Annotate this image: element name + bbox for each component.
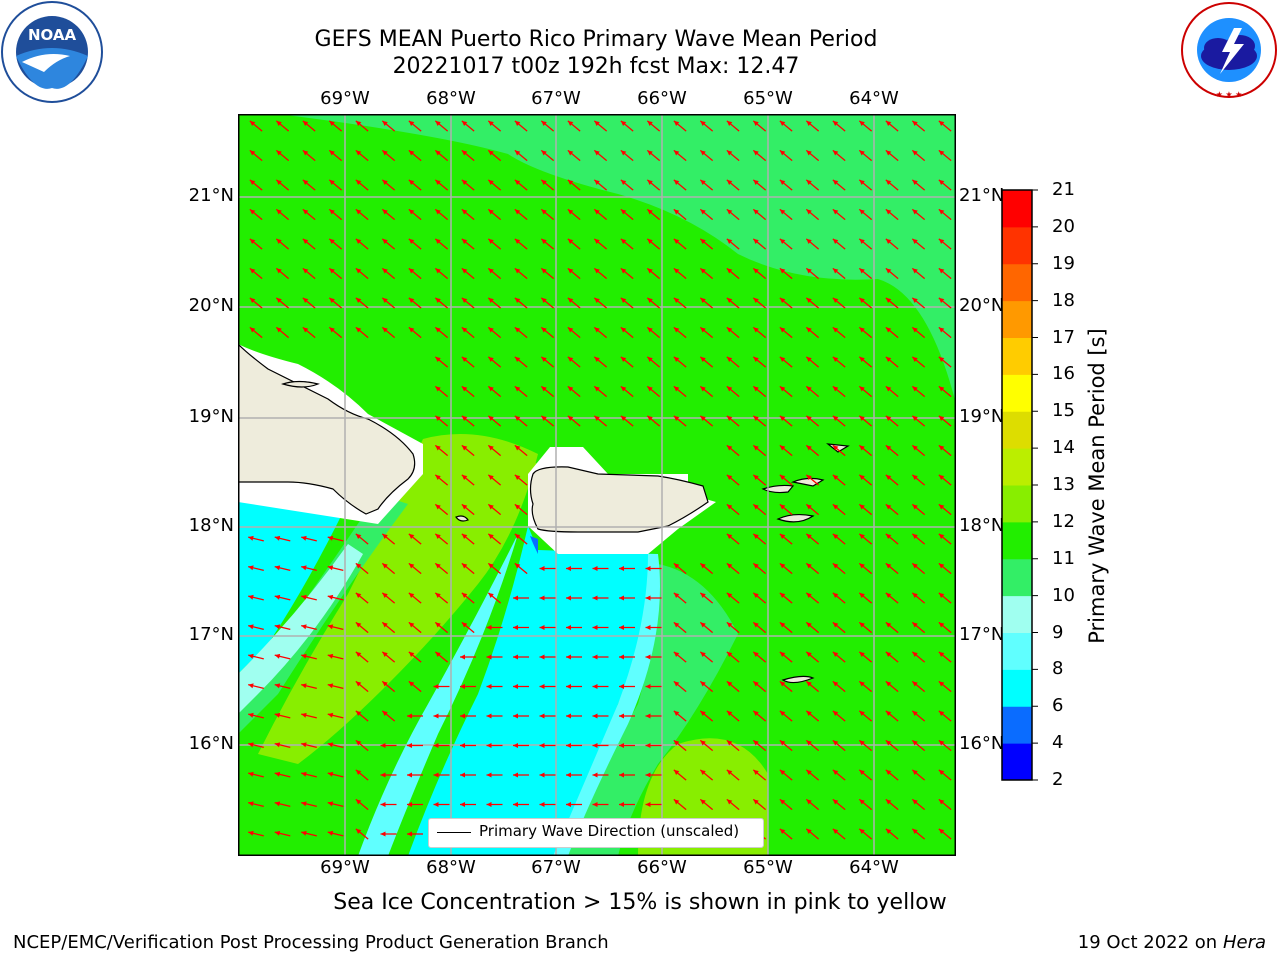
colorbar-tick-15: 20 bbox=[1052, 215, 1075, 237]
colorbar-segment-8 bbox=[1002, 448, 1032, 486]
colorbar-tick-11: 16 bbox=[1052, 363, 1075, 385]
lat-tick-right-5: 16°N bbox=[959, 733, 1005, 754]
legend-label: Primary Wave Direction (unscaled) bbox=[479, 822, 740, 840]
footer-date: 19 Oct 2022 on Hera bbox=[1078, 932, 1266, 953]
lon-tick-top-0: 69°W bbox=[320, 88, 370, 109]
lon-tick-bottom-5: 64°W bbox=[849, 857, 899, 878]
chart-title: GEFS MEAN Puerto Rico Primary Wave Mean … bbox=[314, 27, 878, 52]
colorbar-tick-7: 12 bbox=[1052, 510, 1075, 532]
lat-tick-left-4: 17°N bbox=[188, 624, 234, 645]
colorbar-segment-1 bbox=[1002, 706, 1032, 744]
lat-tick-left-5: 16°N bbox=[188, 733, 234, 754]
colorbar bbox=[1001, 189, 1038, 781]
colorbar-segment-11 bbox=[1002, 337, 1032, 375]
lat-tick-right-2: 19°N bbox=[959, 406, 1005, 427]
colorbar-segment-0 bbox=[1002, 743, 1032, 781]
colorbar-tick-0: 2 bbox=[1052, 769, 1064, 790]
lat-tick-right-0: 21°N bbox=[959, 185, 1005, 206]
nws-logo: ★ ★ ★ bbox=[1181, 2, 1277, 99]
lon-tick-top-2: 67°W bbox=[531, 88, 581, 109]
colorbar-segment-13 bbox=[1002, 263, 1032, 302]
colorbar-tick-13: 18 bbox=[1052, 289, 1075, 311]
lat-tick-left-1: 20°N bbox=[188, 295, 234, 316]
lat-tick-right-1: 20°N bbox=[959, 295, 1005, 316]
colorbar-tick-3: 8 bbox=[1052, 658, 1064, 680]
lon-tick-top-1: 68°W bbox=[426, 88, 476, 109]
colorbar-tick-16: 21 bbox=[1052, 179, 1075, 200]
lon-tick-bottom-1: 68°W bbox=[426, 857, 476, 878]
colorbar-tick-4: 9 bbox=[1052, 621, 1064, 643]
graticule bbox=[238, 114, 956, 856]
footer-host: Hera bbox=[1222, 932, 1266, 953]
colorbar-segment-9 bbox=[1002, 411, 1032, 449]
lat-tick-left-3: 18°N bbox=[188, 515, 234, 536]
colorbar-tick-14: 19 bbox=[1052, 252, 1075, 274]
colorbar-tick-6: 11 bbox=[1052, 547, 1075, 569]
lon-tick-top-4: 65°W bbox=[743, 88, 793, 109]
colorbar-tick-1: 4 bbox=[1052, 732, 1064, 754]
footer-branch: NCEP/EMC/Verification Post Processing Pr… bbox=[13, 932, 609, 953]
legend-line-swatch bbox=[437, 832, 471, 833]
lon-tick-top-5: 64°W bbox=[849, 88, 899, 109]
colorbar-segment-7 bbox=[1002, 485, 1032, 523]
colorbar-tick-5: 10 bbox=[1052, 584, 1075, 606]
colorbar-segment-6 bbox=[1002, 521, 1032, 560]
colorbar-tick-12: 17 bbox=[1052, 326, 1075, 348]
lat-tick-left-2: 19°N bbox=[188, 406, 234, 427]
colorbar-tick-10: 15 bbox=[1052, 400, 1075, 422]
sea-ice-note: Sea Ice Concentration > 15% is shown in … bbox=[333, 890, 947, 915]
lon-tick-bottom-0: 69°W bbox=[320, 857, 370, 878]
colorbar-segment-5 bbox=[1002, 558, 1032, 597]
lon-tick-bottom-3: 66°W bbox=[637, 857, 687, 878]
colorbar-tick-9: 14 bbox=[1052, 437, 1075, 459]
svg-text:★ ★ ★: ★ ★ ★ bbox=[1216, 90, 1243, 99]
lon-tick-bottom-4: 65°W bbox=[743, 857, 793, 878]
lat-tick-right-4: 17°N bbox=[959, 624, 1005, 645]
colorbar-label: Primary Wave Mean Period [s] bbox=[1085, 328, 1109, 644]
colorbar-segment-14 bbox=[1002, 226, 1032, 265]
chart-subtitle: 20221017 t00z 192h fcst Max: 12.47 bbox=[392, 54, 800, 79]
colorbar-segment-10 bbox=[1002, 374, 1032, 412]
colorbar-segment-12 bbox=[1002, 300, 1032, 338]
legend-box: Primary Wave Direction (unscaled) bbox=[428, 818, 764, 848]
colorbar-segment-4 bbox=[1002, 595, 1032, 633]
noaa-logo-text: NOAA bbox=[28, 26, 77, 44]
colorbar-tick-8: 13 bbox=[1052, 474, 1075, 495]
colorbar-segment-2 bbox=[1002, 669, 1032, 707]
lon-tick-bottom-2: 67°W bbox=[531, 857, 581, 878]
map-panel bbox=[238, 114, 956, 856]
lon-tick-top-3: 66°W bbox=[637, 88, 687, 109]
colorbar-tick-2: 6 bbox=[1052, 695, 1064, 717]
colorbar-segment-15 bbox=[1002, 190, 1032, 228]
footer-date-text: 19 Oct 2022 on bbox=[1077, 932, 1218, 953]
lat-tick-right-3: 18°N bbox=[959, 515, 1005, 536]
colorbar-segment-3 bbox=[1002, 632, 1032, 670]
noaa-logo: NOAA bbox=[1, 1, 103, 103]
lat-tick-left-0: 21°N bbox=[188, 185, 234, 206]
